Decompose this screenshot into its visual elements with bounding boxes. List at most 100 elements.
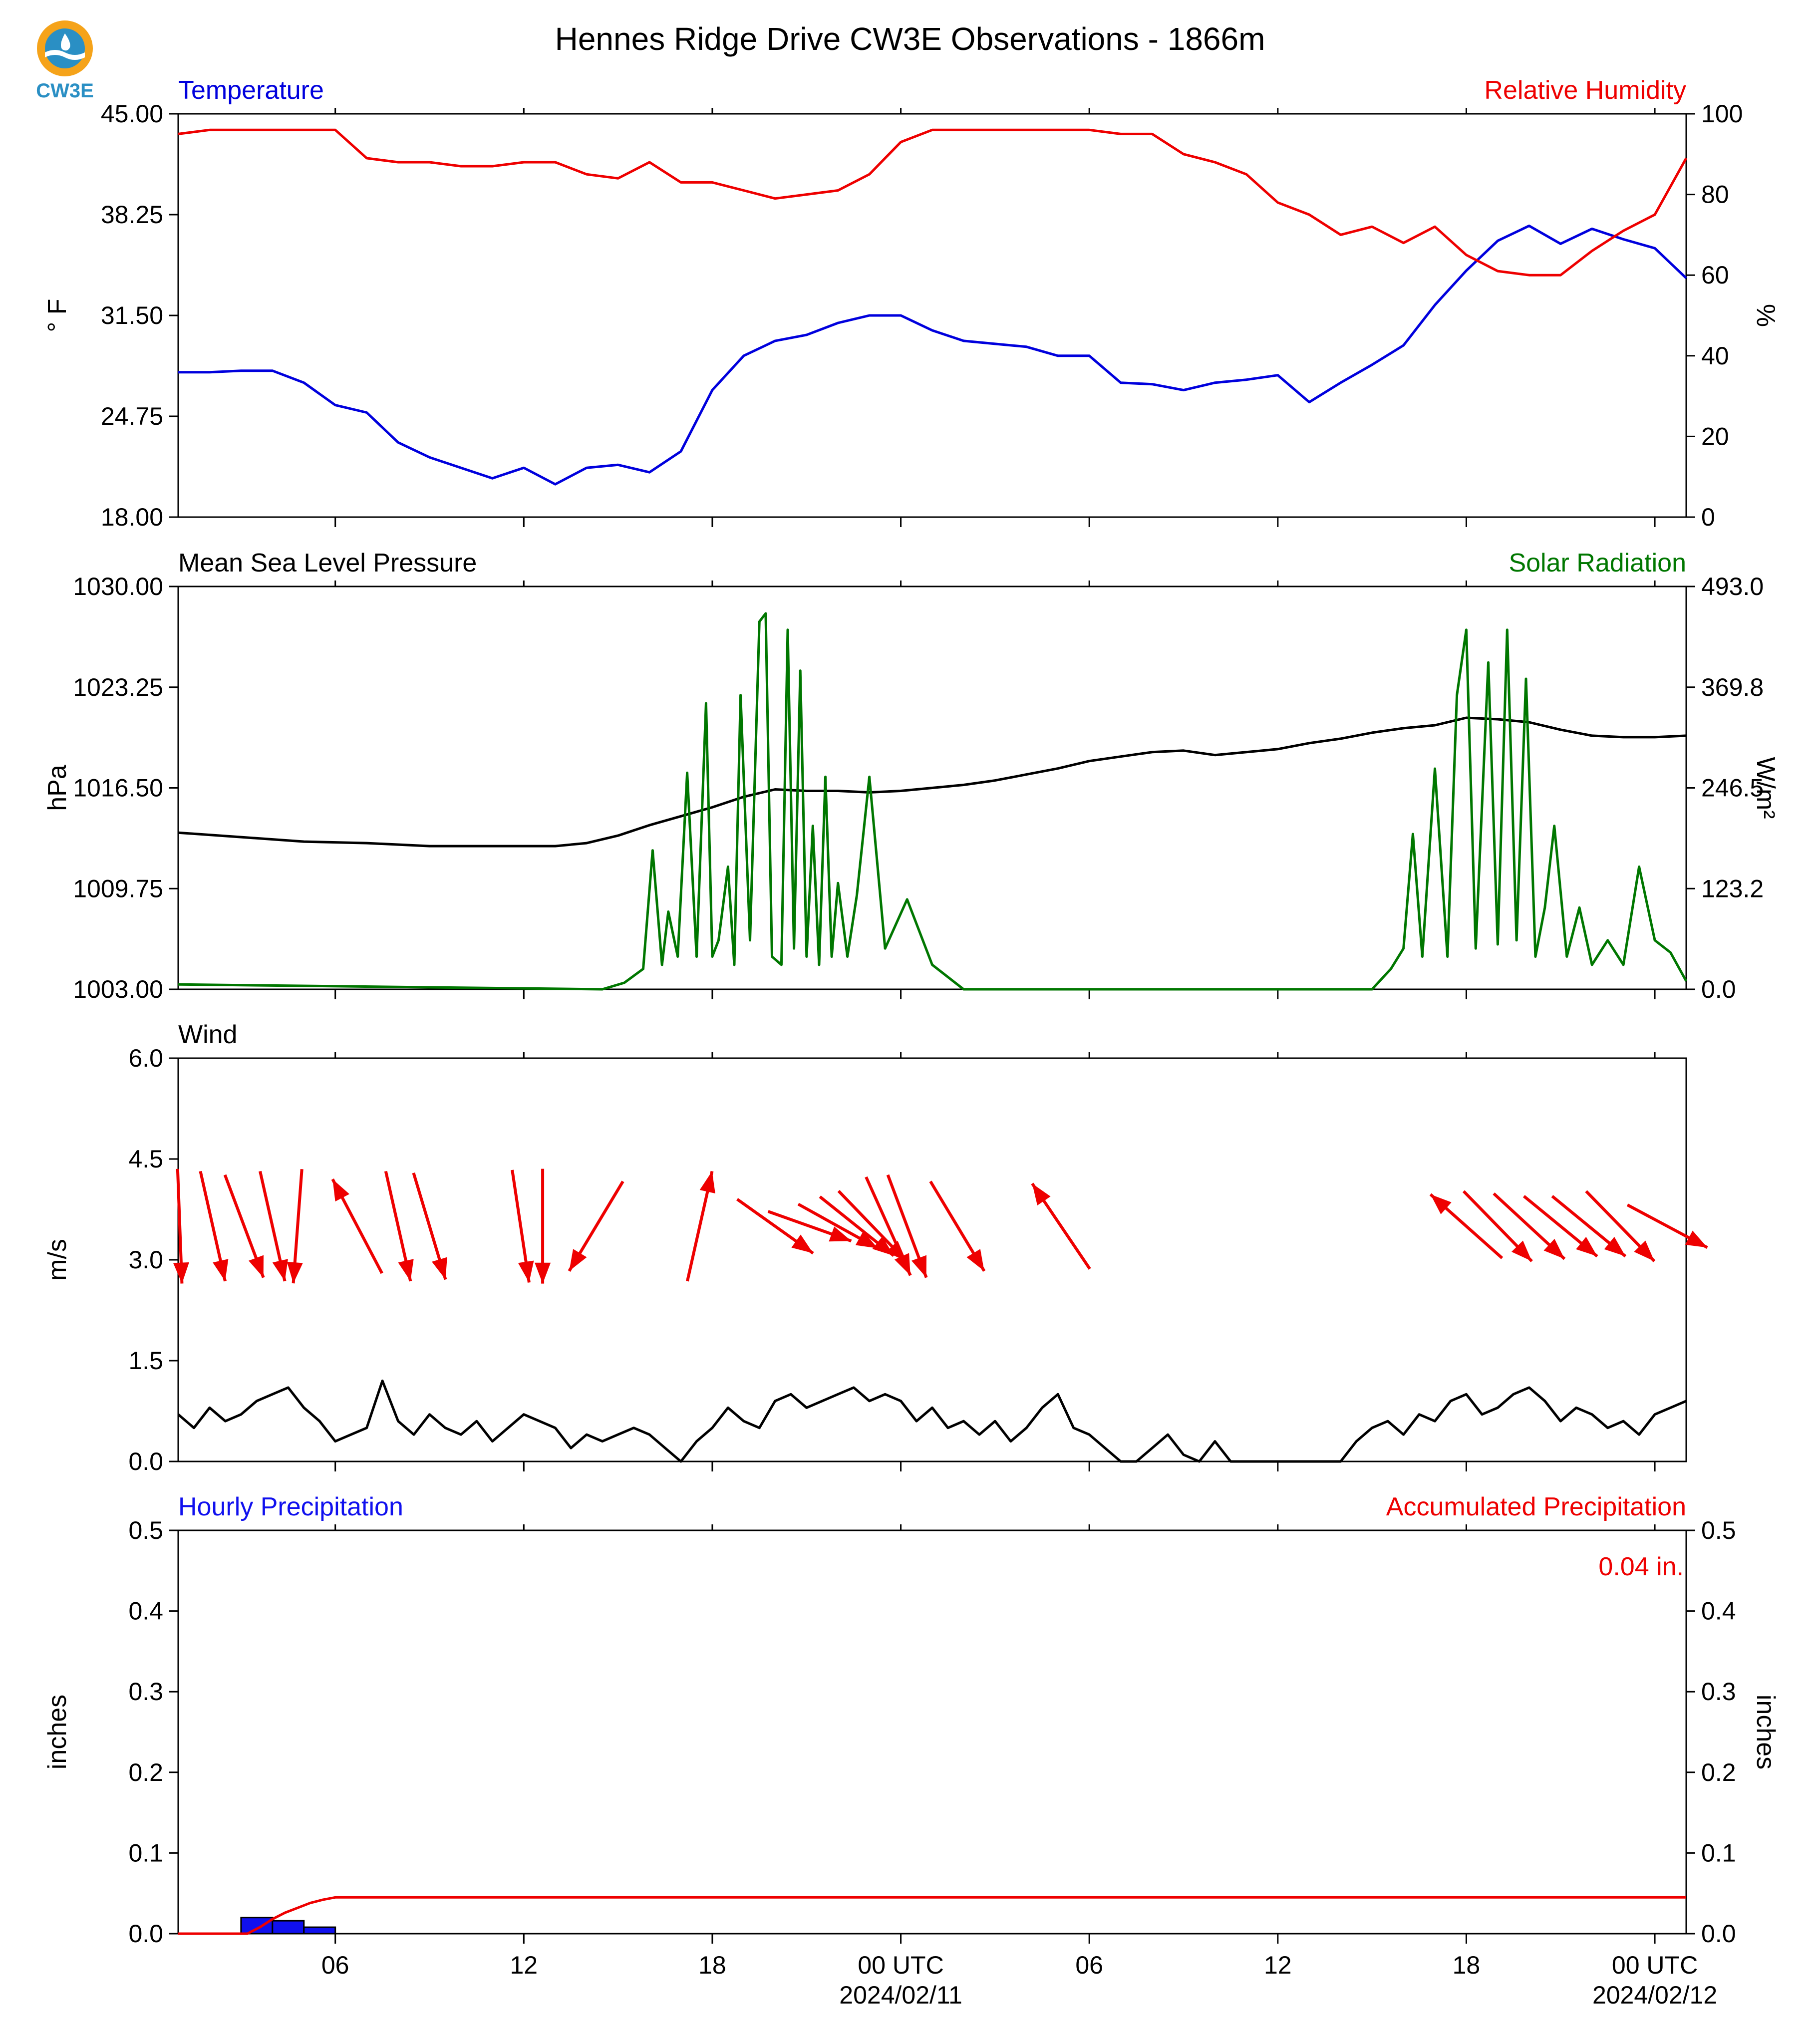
y-tick-label-right: 123.2 [1701, 874, 1764, 902]
wind-arrow [259, 1170, 288, 1282]
wind-arrow [886, 1174, 928, 1278]
series-line-wind-speed [177, 1379, 1687, 1463]
wind-arrow-head [1685, 1230, 1708, 1248]
y-tick-label: 0.4 [128, 1597, 163, 1625]
wind-arrow-head [966, 1249, 984, 1271]
wind-arrow-head [432, 1257, 447, 1280]
wind-arrow [797, 1202, 879, 1250]
y-tick-label-right: 246.5 [1701, 774, 1764, 802]
wind-arrow-head [287, 1262, 303, 1284]
x-tick-label: 00 UTC [858, 1951, 943, 1979]
y-tick-label: 18.00 [101, 503, 163, 531]
wind-arrow [384, 1170, 414, 1282]
y-tick-label: 1009.75 [73, 874, 163, 902]
wind-arrow-head [518, 1260, 534, 1283]
wind-arrow [1522, 1195, 1598, 1258]
panel-title-right: Solar Radiation [1509, 549, 1686, 578]
series-line-mean-sea-level-pressure [178, 716, 1687, 848]
wind-arrow-head [1430, 1194, 1452, 1214]
y-tick-label: 38.25 [101, 201, 163, 229]
y-tick-label-right: 493.0 [1701, 573, 1764, 600]
y-tick-label-right: 0.0 [1701, 975, 1736, 1003]
cw3e-logo: CW3E [36, 20, 94, 102]
series-line-solar-radiation [178, 612, 1688, 991]
wind-arrow [819, 1195, 895, 1257]
panel-frame [177, 113, 1687, 518]
x-tick-label: 18 [698, 1951, 726, 1979]
y-tick-label: 0.5 [128, 1516, 163, 1544]
y-tick-label-right: 0.4 [1701, 1597, 1736, 1625]
panel-title-left: Temperature [178, 76, 324, 105]
wind-arrow [331, 1178, 383, 1274]
wind-arrow [287, 1169, 303, 1284]
y-tick-label: 4.5 [128, 1145, 163, 1173]
x-tick-label: 06 [1075, 1951, 1103, 1979]
chart-title: Hennes Ridge Drive CW3E Observations - 1… [555, 21, 1265, 57]
wind-arrow [223, 1174, 265, 1278]
wind-arrow-head [1576, 1236, 1597, 1256]
wind-arrow [1493, 1192, 1566, 1260]
precip-bar [240, 1917, 274, 1935]
panel-precipitation: Hourly Precipitation Accumulated Precipit… [43, 1492, 1780, 2009]
panel-temperature-humidity: Temperature Relative Humidity 18.00 24.75 31… [43, 76, 1780, 531]
wind-arrow-head [173, 1262, 189, 1284]
y-tick-label-right: 40 [1701, 342, 1729, 370]
wind-arrow-head [535, 1262, 551, 1284]
wind-arrow-head [398, 1259, 414, 1281]
y-tick-label: 45.00 [101, 100, 163, 128]
y-axis-label-right: W/m² [1751, 757, 1780, 819]
wind-arrow-head [1543, 1238, 1565, 1259]
precip-bar [303, 1926, 336, 1935]
y-tick-label: 6.0 [128, 1044, 163, 1072]
wind-arrow-head [911, 1255, 926, 1278]
panel-title-left: Mean Sea Level Pressure [178, 549, 477, 578]
y-tick-label: 1003.00 [73, 975, 163, 1003]
y-axis-label: inches [43, 1695, 72, 1769]
y-tick-label-right: 0.2 [1701, 1758, 1736, 1786]
wind-arrow-head [791, 1234, 813, 1253]
y-tick-label-right: 0 [1701, 503, 1715, 531]
y-tick-label: 1023.25 [73, 673, 163, 701]
wind-arrow-head [272, 1259, 288, 1281]
panel-title-left: Wind [178, 1020, 237, 1049]
wind-arrow-head [332, 1179, 349, 1202]
y-axis-label: m/s [43, 1239, 72, 1281]
panel-frame [177, 1529, 1687, 1935]
wind-arrow [865, 1176, 912, 1276]
panel-title-right: Relative Humidity [1484, 76, 1686, 105]
wind-arrow [686, 1170, 715, 1282]
y-tick-label-right: 0.5 [1701, 1516, 1736, 1544]
wind-arrow-head [894, 1253, 910, 1276]
wind-arrow [511, 1169, 534, 1283]
y-tick-label-right: 80 [1701, 181, 1729, 209]
wind-arrow [1626, 1203, 1708, 1249]
wind-arrow-head [569, 1249, 587, 1271]
y-axis-label: hPa [43, 765, 72, 811]
wind-arrow-head [213, 1259, 229, 1281]
x-tick-label: 00 UTC [1612, 1951, 1698, 1979]
y-tick-label: 1016.50 [73, 774, 163, 802]
wind-arrow [199, 1170, 229, 1282]
precip-bar [272, 1920, 305, 1935]
series-line-accumulated-precipitation [178, 1896, 1686, 1935]
wind-arrow-head [829, 1226, 852, 1242]
wind-arrow-head [855, 1231, 878, 1248]
y-tick-label-right: 20 [1701, 422, 1729, 450]
y-tick-label: 0.1 [128, 1839, 163, 1867]
wind-arrow [1429, 1193, 1504, 1259]
y-tick-label-right: 100 [1701, 100, 1743, 128]
series-line-temperature [178, 224, 1687, 486]
logo-text: CW3E [36, 80, 94, 102]
x-tick-label: 12 [1264, 1951, 1292, 1979]
y-tick-label: 3.0 [128, 1246, 163, 1274]
panel-title-right: Accumulated Precipitation [1386, 1492, 1686, 1521]
wind-arrow [929, 1180, 986, 1272]
y-tick-label: 0.0 [128, 1920, 163, 1948]
wind-arrow [568, 1180, 624, 1272]
panel-title-left: Hourly Precipitation [178, 1492, 403, 1521]
panel-pressure-solar: Mean Sea Level Pressure Solar Radiation 10… [43, 549, 1780, 1003]
wind-arrow [535, 1168, 551, 1284]
y-tick-label-right: 60 [1701, 261, 1729, 289]
series-line-relative-humidity [178, 128, 1688, 277]
